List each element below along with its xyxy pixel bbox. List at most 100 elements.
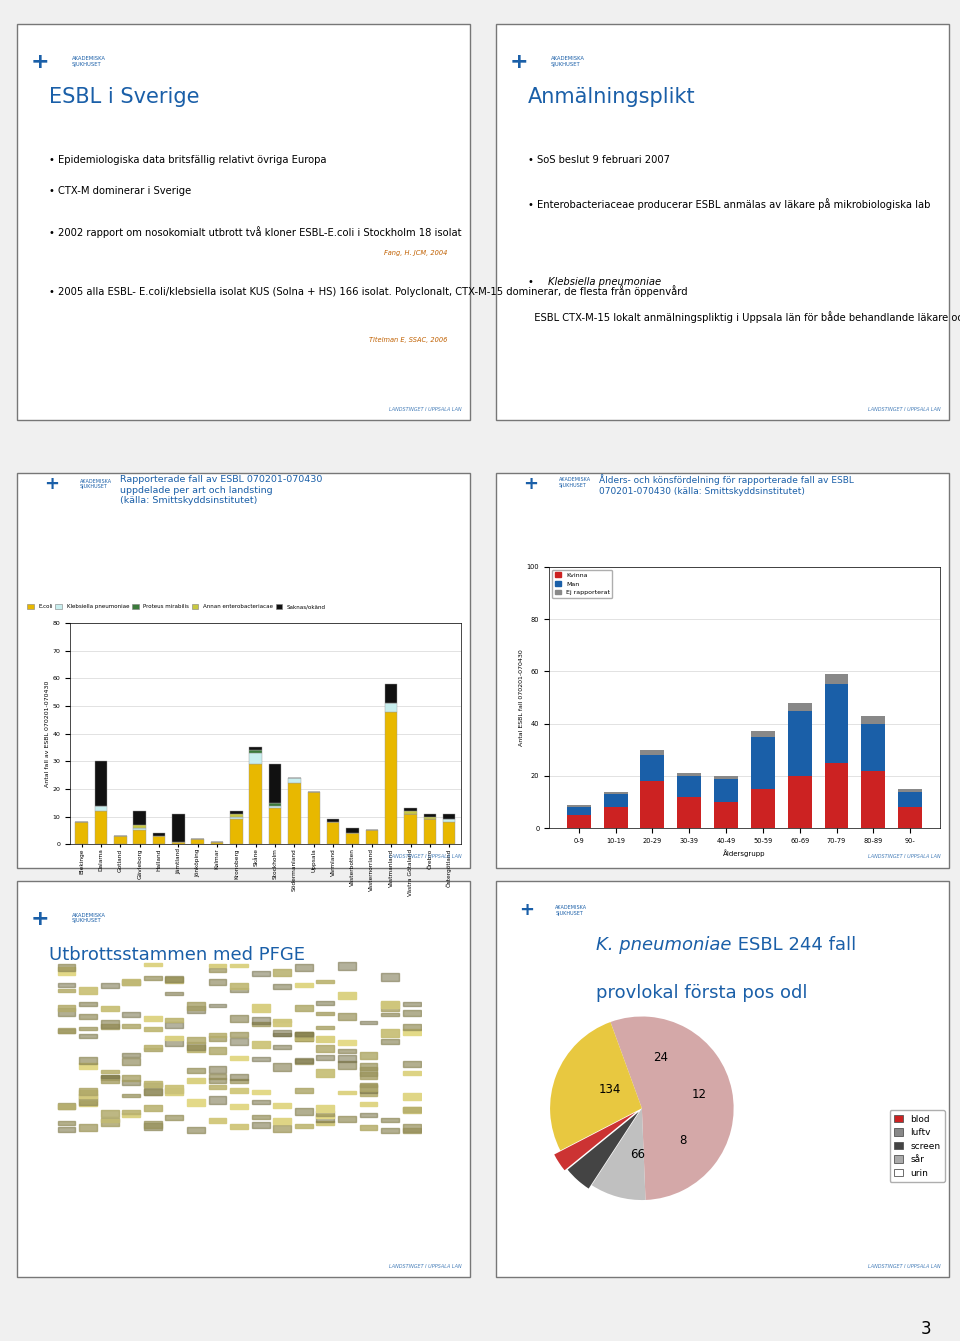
Bar <box>366 830 378 845</box>
Bar <box>269 803 281 806</box>
Bar <box>274 984 291 988</box>
Bar <box>208 1003 227 1007</box>
Text: AKADEMISKA
SJUKHUSET: AKADEMISKA SJUKHUSET <box>80 479 112 489</box>
Bar <box>208 964 227 967</box>
Text: K. pneumoniae: K. pneumoniae <box>596 936 732 955</box>
Bar <box>230 1124 248 1129</box>
Bar <box>79 1124 97 1132</box>
Bar <box>861 771 885 829</box>
Bar <box>678 797 701 829</box>
Bar <box>825 675 849 684</box>
Bar <box>187 1067 204 1073</box>
Bar <box>172 842 184 845</box>
Bar <box>208 1066 227 1073</box>
Bar <box>165 1037 183 1041</box>
Bar <box>252 1004 270 1012</box>
Bar <box>861 716 885 724</box>
Bar <box>153 835 165 845</box>
Bar <box>359 1102 377 1106</box>
Bar <box>252 1057 270 1061</box>
Bar <box>230 1031 248 1037</box>
Bar <box>295 1004 313 1011</box>
Bar <box>58 990 76 992</box>
Bar <box>122 1074 140 1081</box>
Bar <box>404 811 417 814</box>
Bar <box>567 805 590 807</box>
Bar <box>58 964 76 971</box>
Bar <box>317 1114 334 1117</box>
Bar <box>381 1118 399 1122</box>
Bar <box>402 1025 420 1030</box>
Bar <box>144 1047 161 1051</box>
Bar <box>79 987 97 994</box>
Bar <box>640 780 664 829</box>
Bar <box>404 814 417 845</box>
Bar <box>165 1085 183 1093</box>
Bar <box>402 1071 420 1075</box>
Bar <box>101 1110 119 1117</box>
Bar <box>359 1067 377 1075</box>
Bar <box>252 1018 270 1025</box>
Wedge shape <box>550 1022 642 1151</box>
Bar <box>359 1021 377 1025</box>
Bar <box>381 1002 399 1006</box>
Bar <box>208 1037 227 1041</box>
Bar <box>604 807 628 829</box>
Bar <box>899 791 923 807</box>
Bar <box>714 776 738 779</box>
Bar <box>338 1116 356 1122</box>
Bar <box>252 1122 270 1128</box>
Bar <box>274 1033 291 1037</box>
Text: LANDSTINGET I UPPSALA LAN: LANDSTINGET I UPPSALA LAN <box>389 1263 462 1269</box>
Bar <box>338 1090 356 1094</box>
Bar <box>122 980 140 984</box>
Bar <box>133 830 146 845</box>
Text: Fang, H. JCM, 2004: Fang, H. JCM, 2004 <box>384 249 447 256</box>
Text: LANDSTINGET I UPPSALA LAN: LANDSTINGET I UPPSALA LAN <box>389 854 462 858</box>
Bar <box>187 1002 204 1010</box>
Bar <box>317 1116 334 1122</box>
Bar <box>79 1057 97 1063</box>
Text: AKADEMISKA
SJUKHUSET: AKADEMISKA SJUKHUSET <box>559 477 591 488</box>
Wedge shape <box>567 1112 638 1188</box>
Bar <box>144 1124 161 1130</box>
X-axis label: Åldersgrupp: Åldersgrupp <box>723 849 766 857</box>
Text: • 2005 alla ESBL- E.coli/klebsiella isolat KUS (Solna + HS) 166 isolat. Polyclon: • 2005 alla ESBL- E.coli/klebsiella isol… <box>49 286 687 298</box>
Bar <box>326 822 340 845</box>
Bar <box>385 703 397 712</box>
Bar <box>165 1089 183 1096</box>
Text: +: + <box>31 909 49 929</box>
Bar <box>317 1045 334 1053</box>
Bar <box>338 961 356 970</box>
Legend: blod, luftv, screen, sår, urin: blod, luftv, screen, sår, urin <box>890 1110 945 1183</box>
Bar <box>79 1014 97 1019</box>
Bar <box>274 1125 291 1132</box>
Bar <box>101 1077 119 1084</box>
Text: • 2002 rapport om nosokomialt utbrott två kloner ESBL-E.coli i Stockholm 18 isol: • 2002 rapport om nosokomialt utbrott tv… <box>49 225 462 237</box>
Bar <box>101 1075 119 1078</box>
Bar <box>295 1038 313 1041</box>
Bar <box>640 755 664 780</box>
Bar <box>288 778 300 783</box>
Bar <box>58 1104 76 1109</box>
Bar <box>347 833 359 845</box>
Bar <box>250 754 262 764</box>
Bar <box>274 1019 291 1022</box>
Bar <box>317 1069 334 1077</box>
Legend: E.coli, Klebsiella pneumoniae, Proteus mirabilis, Annan enterobacteriacae, Sakna: E.coli, Klebsiella pneumoniae, Proteus m… <box>25 602 328 611</box>
Bar <box>338 1041 356 1045</box>
Bar <box>347 827 359 833</box>
Bar <box>317 1011 334 1015</box>
Bar <box>250 750 262 754</box>
Text: ESBL i Sverige: ESBL i Sverige <box>49 87 200 107</box>
Bar <box>122 1011 140 1016</box>
Bar <box>788 703 811 711</box>
Bar <box>678 774 701 776</box>
Bar <box>295 1058 313 1063</box>
Wedge shape <box>611 1016 733 1200</box>
Bar <box>274 1102 291 1108</box>
Text: 3: 3 <box>921 1321 931 1338</box>
Bar <box>101 1118 119 1126</box>
Wedge shape <box>591 1108 645 1200</box>
Bar <box>295 1031 313 1039</box>
